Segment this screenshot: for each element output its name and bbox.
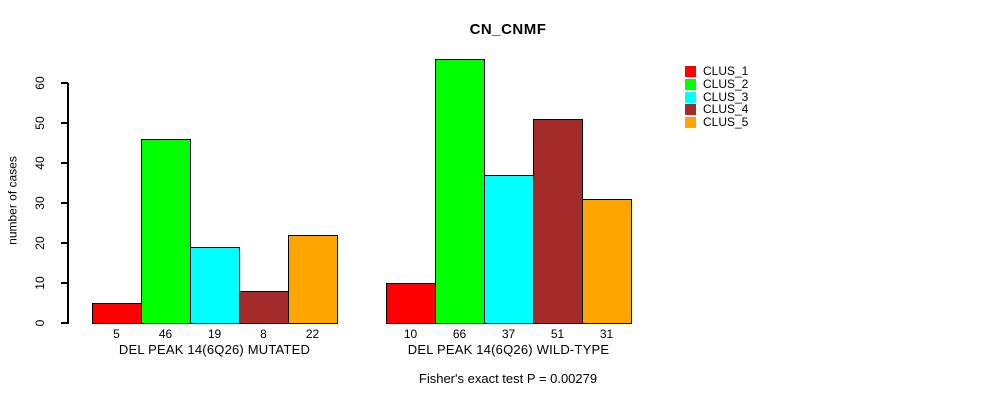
bar-value-label: 46	[158, 327, 173, 341]
y-axis-label: number of cases	[5, 156, 20, 245]
chart-title: CN_CNMF	[469, 21, 547, 38]
legend-label-clus_1: CLUS_1	[703, 64, 749, 78]
bar-clus_4-wild-type	[533, 119, 583, 324]
legend-swatch-clus_3	[685, 91, 696, 103]
y-axis-tick-label: 40	[33, 156, 47, 170]
bar-clus_1-wild-type	[386, 283, 436, 324]
bar-clus_3-wild-type	[484, 175, 534, 324]
bar-value-label: 51	[550, 327, 565, 341]
legend-label-clus_3: CLUS_3	[703, 89, 749, 104]
bar-value-label: 10	[403, 327, 418, 341]
bar-clus_5-mutated	[288, 235, 338, 324]
legend-label-clus_4: CLUS_4	[703, 102, 749, 117]
x-axis-group-label-wild-type: DEL PEAK 14(6Q26) WILD-TYPE	[407, 342, 610, 357]
bar-clus_5-wild-type	[582, 199, 632, 324]
y-axis-tick-label: 30	[33, 196, 47, 210]
y-axis-tick-label: 0	[33, 319, 47, 327]
legend-label-clus_2: CLUS_2	[703, 76, 749, 91]
y-axis-tick-label: 60	[33, 76, 47, 90]
y-axis-tick-label: 50	[33, 116, 47, 130]
y-axis-tick-label: 10	[33, 276, 47, 290]
legend-swatch-clus_2	[685, 78, 696, 90]
y-axis-tick	[61, 322, 68, 324]
bar-value-label: 31	[599, 327, 614, 341]
bar-value-label: 22	[305, 327, 320, 341]
legend-swatch-clus_4	[685, 104, 696, 116]
y-axis-tick-label: 20	[33, 236, 47, 250]
y-axis-tick	[61, 82, 68, 84]
y-axis-tick	[61, 122, 68, 124]
bar-clus_4-mutated	[239, 291, 289, 324]
bar-clus_1-mutated	[92, 303, 142, 324]
bar-clus_2-wild-type	[435, 59, 485, 324]
bar-value-label: 5	[113, 327, 120, 341]
bar-value-label: 66	[452, 327, 467, 341]
bar-clus_2-mutated	[141, 139, 191, 324]
bar-value-label: 37	[501, 327, 516, 341]
bar-value-label: 8	[260, 327, 267, 341]
fisher-test-annotation: Fisher's exact test P = 0.00279	[418, 371, 598, 386]
y-axis-tick	[61, 202, 68, 204]
legend-swatch-clus_5	[685, 117, 696, 129]
y-axis-tick	[61, 162, 68, 164]
legend-swatch-clus_1	[685, 66, 696, 77]
y-axis-tick	[61, 282, 68, 284]
legend-label-clus_5: CLUS_5	[703, 115, 749, 130]
bar-clus_3-mutated	[190, 247, 240, 324]
y-axis-tick	[61, 242, 68, 244]
bar-value-label: 19	[207, 327, 222, 341]
x-axis-group-label-mutated: DEL PEAK 14(6Q26) MUTATED	[118, 342, 311, 357]
